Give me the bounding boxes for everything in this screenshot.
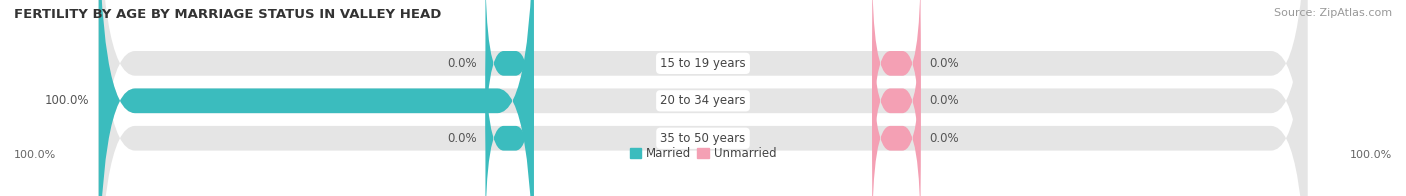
FancyBboxPatch shape	[485, 38, 534, 196]
Text: 0.0%: 0.0%	[929, 132, 959, 145]
FancyBboxPatch shape	[485, 0, 534, 163]
FancyBboxPatch shape	[98, 0, 1308, 196]
Text: 35 to 50 years: 35 to 50 years	[661, 132, 745, 145]
Text: FERTILITY BY AGE BY MARRIAGE STATUS IN VALLEY HEAD: FERTILITY BY AGE BY MARRIAGE STATUS IN V…	[14, 8, 441, 21]
Text: 20 to 34 years: 20 to 34 years	[661, 94, 745, 107]
FancyBboxPatch shape	[98, 0, 1308, 196]
Text: 0.0%: 0.0%	[447, 57, 477, 70]
Text: 100.0%: 100.0%	[45, 94, 90, 107]
Legend: Married, Unmarried: Married, Unmarried	[624, 142, 782, 165]
FancyBboxPatch shape	[98, 0, 534, 196]
FancyBboxPatch shape	[872, 38, 921, 196]
Text: 100.0%: 100.0%	[1350, 150, 1392, 160]
FancyBboxPatch shape	[872, 1, 921, 196]
Text: Source: ZipAtlas.com: Source: ZipAtlas.com	[1274, 8, 1392, 18]
FancyBboxPatch shape	[872, 0, 921, 163]
Text: 0.0%: 0.0%	[447, 132, 477, 145]
Text: 0.0%: 0.0%	[929, 94, 959, 107]
FancyBboxPatch shape	[98, 0, 1308, 196]
Text: 0.0%: 0.0%	[929, 57, 959, 70]
Text: 15 to 19 years: 15 to 19 years	[661, 57, 745, 70]
Text: 100.0%: 100.0%	[14, 150, 56, 160]
